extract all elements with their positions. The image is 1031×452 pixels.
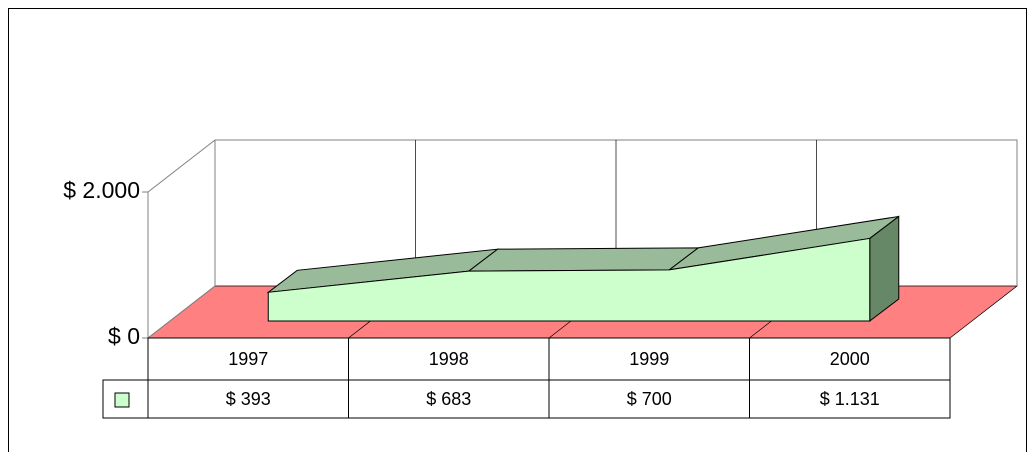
x-tick-label: 1998 <box>429 349 469 369</box>
x-tick-label: 1999 <box>629 349 669 369</box>
data-label: $ 683 <box>426 389 471 409</box>
x-tick-label: 2000 <box>830 349 870 369</box>
ribbon-front <box>267 237 871 322</box>
table-line <box>102 379 148 419</box>
y-tick-label: $ 0 <box>108 323 140 349</box>
data-label: $ 1.131 <box>820 389 880 409</box>
legend-key <box>114 392 130 408</box>
side-grid-line <box>147 139 216 193</box>
ribbon-top <box>467 247 700 272</box>
data-label: $ 393 <box>226 389 271 409</box>
chart-frame <box>8 8 1027 452</box>
back-wall <box>215 139 1018 286</box>
side-grid-line <box>147 285 216 339</box>
data-label: $ 700 <box>627 389 672 409</box>
y-tick-label: $ 2.000 <box>63 177 140 203</box>
x-tick-label: 1997 <box>228 349 268 369</box>
